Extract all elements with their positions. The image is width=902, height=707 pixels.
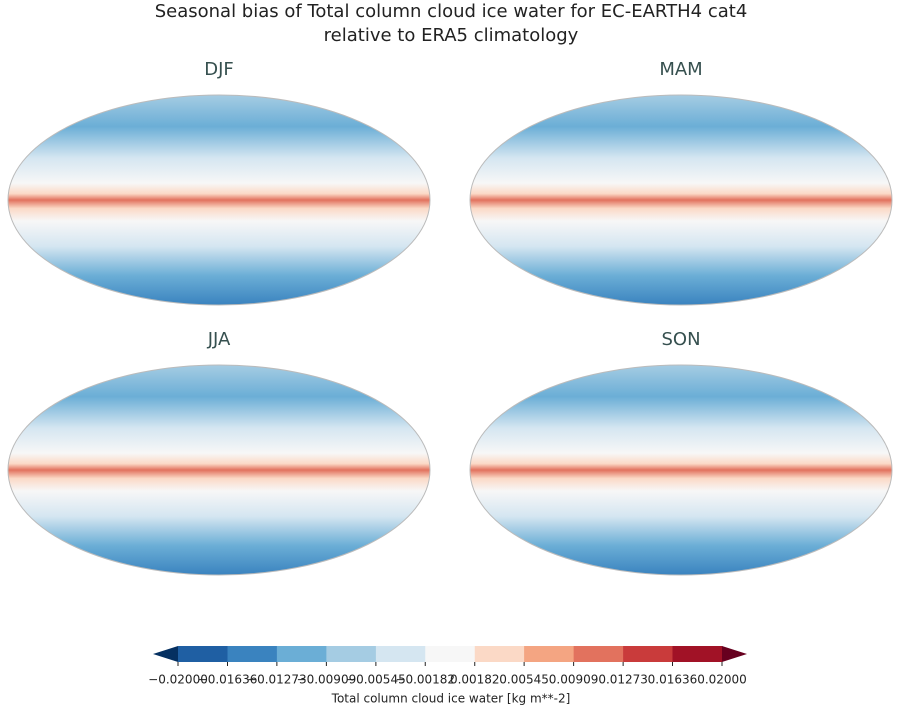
colorbar-bin [623,646,673,662]
panel-title: DJF [204,59,234,80]
map [469,364,893,576]
tick-label: 0.00909 [549,673,599,687]
colorbar-bin [227,646,278,662]
colorbar-bin [326,646,377,662]
colorbar-bin [672,646,723,662]
colorbar-bin [474,646,525,662]
map [469,94,893,306]
colorbar-bin [178,646,229,662]
tick-label: 0.01273 [598,673,648,687]
tick-label: −0.00545 [346,673,406,687]
map [7,94,431,306]
tick-label: −0.00182 [395,673,455,687]
tick-label: 0.02000 [697,673,747,687]
colorbar-bin [276,646,327,662]
colorbar-bin [425,646,476,662]
panel-title: MAM [659,59,702,80]
tick-label: 0.01636 [648,673,698,687]
tick-label: 0.00182 [450,673,500,687]
colorbar-label: Total column cloud ice water [kg m**-2] [331,692,571,706]
tick-label: −0.00909 [297,673,357,687]
colorbar-bin [573,646,624,662]
tick-label: −0.01636 [198,673,258,687]
tick-label: −0.02000 [148,673,208,687]
colorbar-extend [722,646,747,662]
tick-label: −0.01273 [247,673,307,687]
tick-label: 0.00545 [499,673,549,687]
map [7,364,431,576]
panel-title: JJA [207,329,231,350]
colorbar-bin [524,646,575,662]
title: Seasonal bias of Total column cloud ice … [155,1,748,22]
panel-title: SON [661,329,700,350]
title: relative to ERA5 climatology [324,25,579,46]
colorbar-extend [153,646,178,662]
colorbar-bin [375,646,426,662]
